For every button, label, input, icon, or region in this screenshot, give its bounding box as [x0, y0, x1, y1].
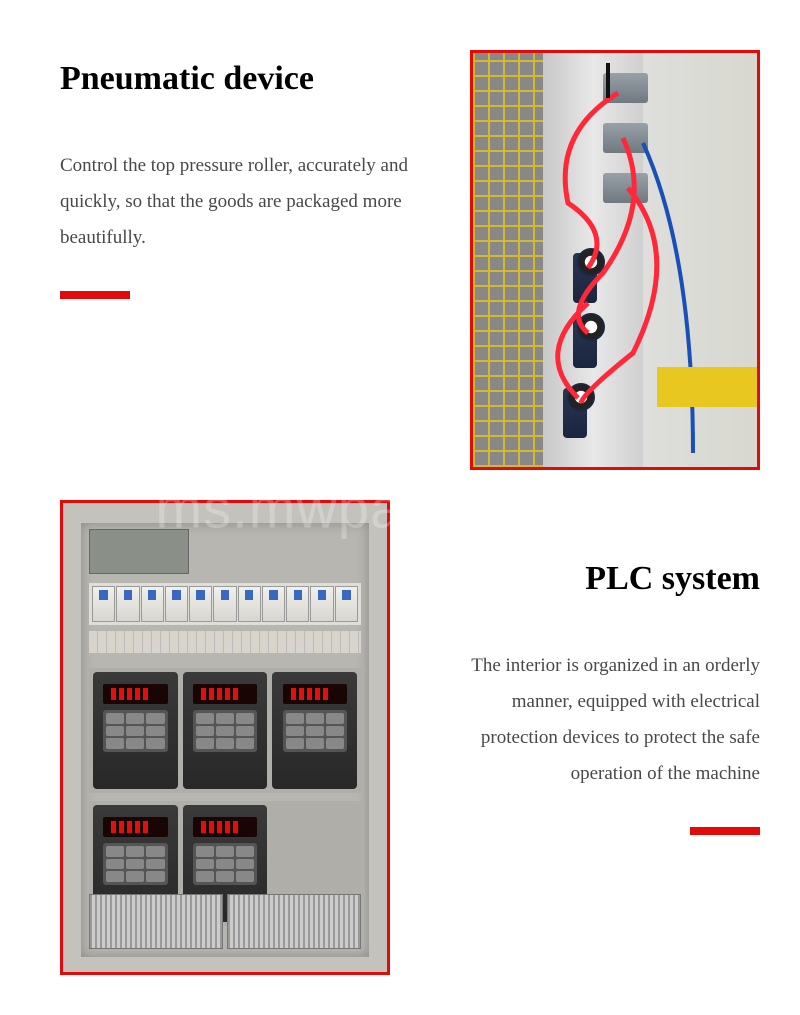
pneumatic-image	[470, 50, 760, 470]
pneumatic-text-block: Pneumatic device Control the top pressur…	[60, 50, 440, 470]
red-underline-accent	[60, 291, 130, 299]
plc-description: The interior is organized in an orderly …	[430, 648, 760, 792]
section-plc: PLC system The interior is organized in …	[0, 490, 800, 995]
plc-title: PLC system	[430, 560, 760, 598]
plc-text-block: PLC system The interior is organized in …	[430, 500, 760, 975]
plc-image	[60, 500, 390, 975]
pneumatic-title: Pneumatic device	[60, 60, 440, 98]
pneumatic-description: Control the top pressure roller, accurat…	[60, 148, 440, 256]
red-underline-accent	[690, 827, 760, 835]
section-pneumatic: Pneumatic device Control the top pressur…	[0, 0, 800, 490]
